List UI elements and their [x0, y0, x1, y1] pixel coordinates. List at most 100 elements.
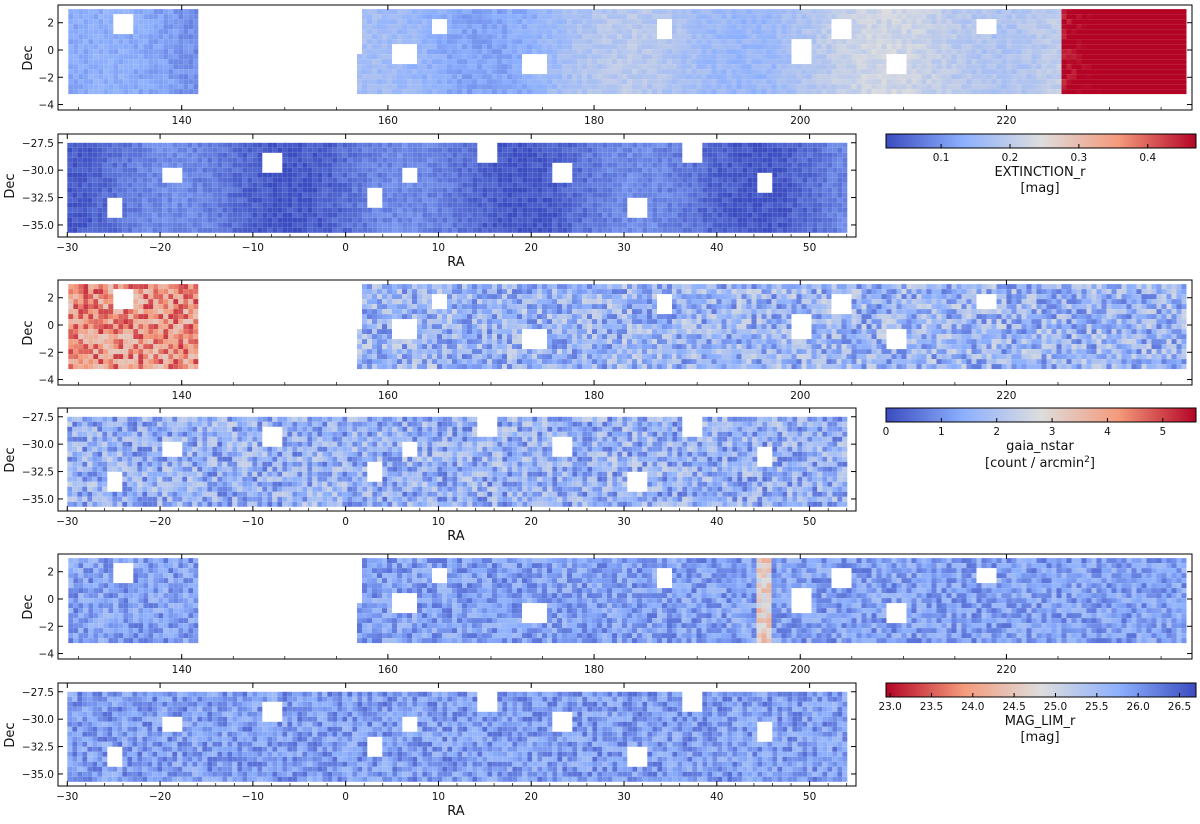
map-cell [856, 64, 862, 70]
map-cell [627, 89, 632, 95]
map-cell [1051, 34, 1057, 40]
map-cell [931, 54, 937, 60]
map-cell [432, 197, 438, 203]
map-cell [402, 39, 407, 45]
map-cell [412, 212, 418, 218]
map-cell [362, 212, 368, 218]
map-cell [721, 74, 727, 80]
map-cell [133, 34, 139, 40]
map-cell [427, 167, 433, 173]
map-cell [532, 9, 537, 15]
map-cell [582, 84, 587, 90]
map-cell [192, 207, 198, 213]
map-cell [88, 14, 94, 20]
map-cell [971, 49, 977, 55]
map-cell [152, 202, 158, 208]
map-cell [592, 227, 598, 233]
map-cell [487, 89, 492, 95]
map-cell [492, 14, 497, 20]
map-cell [437, 207, 443, 213]
map-cell [197, 197, 203, 203]
map-cell [861, 54, 867, 60]
map-cell [452, 142, 458, 148]
map-cell [1181, 84, 1187, 90]
map-cell [362, 142, 368, 148]
map-cell [991, 79, 997, 85]
map-cell [647, 89, 652, 95]
map-cell [132, 172, 138, 178]
map-cell [462, 152, 468, 158]
map-cell [627, 79, 632, 85]
map-cell [906, 74, 912, 80]
map-cell [871, 24, 877, 30]
map-cell [981, 59, 987, 65]
map-cell [1176, 59, 1182, 65]
map-cell [168, 9, 174, 15]
map-cell [562, 29, 567, 35]
map-cell [382, 59, 387, 65]
map-cell [132, 197, 138, 203]
map-cell [292, 212, 298, 218]
map-cell [1096, 9, 1102, 15]
map-cell [103, 9, 109, 15]
map-cell [193, 19, 199, 25]
map-cell [587, 197, 593, 203]
map-cell [282, 157, 288, 163]
map-cell [457, 167, 463, 173]
map-cell [113, 89, 119, 95]
map-cell [227, 142, 233, 148]
map-cell [706, 74, 712, 80]
map-cell [931, 29, 937, 35]
map-cell [122, 152, 128, 158]
map-cell [93, 39, 99, 45]
map-cell [182, 147, 188, 153]
map-cell [667, 79, 672, 85]
map-cell [806, 14, 812, 20]
map-cell [147, 207, 153, 213]
map-cell [627, 29, 632, 35]
map-cell [362, 84, 367, 90]
map-cell [587, 19, 592, 25]
map-cell [352, 172, 358, 178]
map-cell [716, 64, 722, 70]
map-cell [402, 147, 408, 153]
map-cell [262, 222, 268, 228]
map-cell [1116, 54, 1122, 60]
map-cell [142, 227, 148, 233]
map-cell [532, 222, 538, 228]
map-cell [497, 89, 502, 95]
map-cell [462, 192, 468, 198]
map-cell [766, 34, 772, 40]
map-cell [82, 207, 88, 213]
map-cell [647, 19, 652, 25]
map-cell [167, 222, 173, 228]
map-cell [437, 182, 443, 188]
map-cell [711, 24, 717, 30]
map-cell [582, 217, 588, 223]
map-cell [537, 182, 543, 188]
map-cell [68, 54, 74, 60]
map-cell [472, 64, 477, 70]
map-cell [1081, 29, 1087, 35]
map-cell [387, 142, 393, 148]
map-cell [562, 74, 567, 80]
map-cell [372, 49, 377, 55]
map-cell [532, 162, 538, 168]
map-cell [701, 79, 707, 85]
map-cell [267, 227, 273, 233]
map-cell [222, 142, 228, 148]
map-cell [72, 157, 78, 163]
map-cell [552, 142, 558, 148]
map-cell [1051, 9, 1057, 15]
map-cell [567, 9, 572, 15]
map-cell [127, 222, 133, 228]
map-cell [771, 24, 777, 30]
map-cell [227, 202, 233, 208]
map-cell [153, 34, 159, 40]
map-cell [572, 84, 577, 90]
map-cell [512, 64, 517, 70]
map-cell [976, 79, 982, 85]
map-cell [222, 182, 228, 188]
map-cell [552, 187, 558, 193]
map-cell [547, 79, 552, 85]
